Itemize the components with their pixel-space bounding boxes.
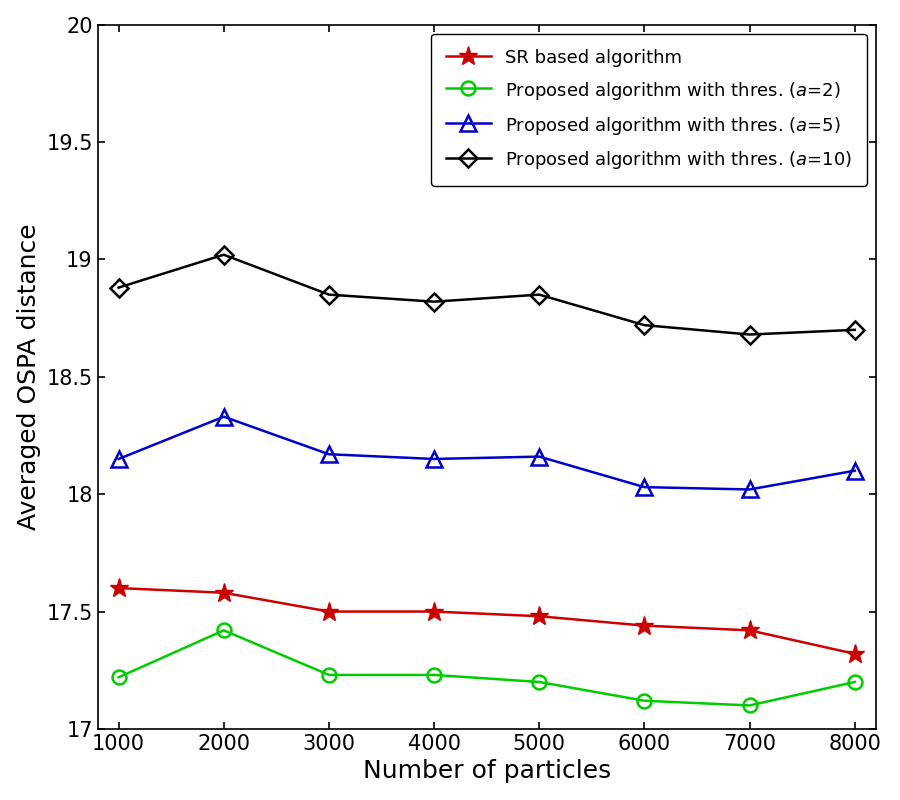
X-axis label: Number of particles: Number of particles: [363, 759, 611, 783]
Line: Proposed algorithm with thres. ($a$=2): Proposed algorithm with thres. ($a$=2): [112, 623, 861, 712]
Proposed algorithm with thres. ($a$=5): [850, 466, 860, 475]
Y-axis label: Averaged OSPA distance: Averaged OSPA distance: [17, 223, 40, 530]
Proposed algorithm with thres. ($a$=10): [428, 297, 439, 306]
Proposed algorithm with thres. ($a$=2): [850, 677, 860, 686]
Line: Proposed algorithm with thres. ($a$=5): Proposed algorithm with thres. ($a$=5): [111, 409, 862, 497]
SR based algorithm: [219, 588, 230, 598]
SR based algorithm: [428, 606, 439, 616]
Proposed algorithm with thres. ($a$=2): [639, 696, 650, 706]
Proposed algorithm with thres. ($a$=5): [219, 412, 230, 422]
Proposed algorithm with thres. ($a$=5): [534, 452, 544, 462]
SR based algorithm: [639, 621, 650, 630]
Proposed algorithm with thres. ($a$=5): [744, 485, 755, 494]
Proposed algorithm with thres. ($a$=2): [428, 670, 439, 680]
SR based algorithm: [850, 649, 860, 658]
SR based algorithm: [534, 611, 544, 621]
Legend: SR based algorithm, Proposed algorithm with thres. ($a$=2), Proposed algorithm w: SR based algorithm, Proposed algorithm w…: [431, 34, 867, 186]
Proposed algorithm with thres. ($a$=5): [428, 454, 439, 464]
Proposed algorithm with thres. ($a$=2): [744, 701, 755, 710]
Proposed algorithm with thres. ($a$=10): [113, 282, 124, 292]
Proposed algorithm with thres. ($a$=10): [534, 290, 544, 299]
Proposed algorithm with thres. ($a$=5): [639, 482, 650, 492]
Proposed algorithm with thres. ($a$=10): [219, 250, 230, 259]
Proposed algorithm with thres. ($a$=10): [323, 290, 334, 299]
Proposed algorithm with thres. ($a$=10): [850, 325, 860, 334]
SR based algorithm: [744, 626, 755, 635]
Line: Proposed algorithm with thres. ($a$=10): Proposed algorithm with thres. ($a$=10): [112, 249, 861, 341]
Proposed algorithm with thres. ($a$=2): [219, 626, 230, 635]
Proposed algorithm with thres. ($a$=10): [639, 320, 650, 330]
Proposed algorithm with thres. ($a$=10): [744, 330, 755, 339]
Proposed algorithm with thres. ($a$=5): [323, 450, 334, 459]
Proposed algorithm with thres. ($a$=2): [323, 670, 334, 680]
Proposed algorithm with thres. ($a$=2): [113, 673, 124, 682]
SR based algorithm: [323, 606, 334, 616]
Line: SR based algorithm: SR based algorithm: [109, 578, 864, 663]
Proposed algorithm with thres. ($a$=5): [113, 454, 124, 464]
Proposed algorithm with thres. ($a$=2): [534, 677, 544, 686]
SR based algorithm: [113, 583, 124, 593]
